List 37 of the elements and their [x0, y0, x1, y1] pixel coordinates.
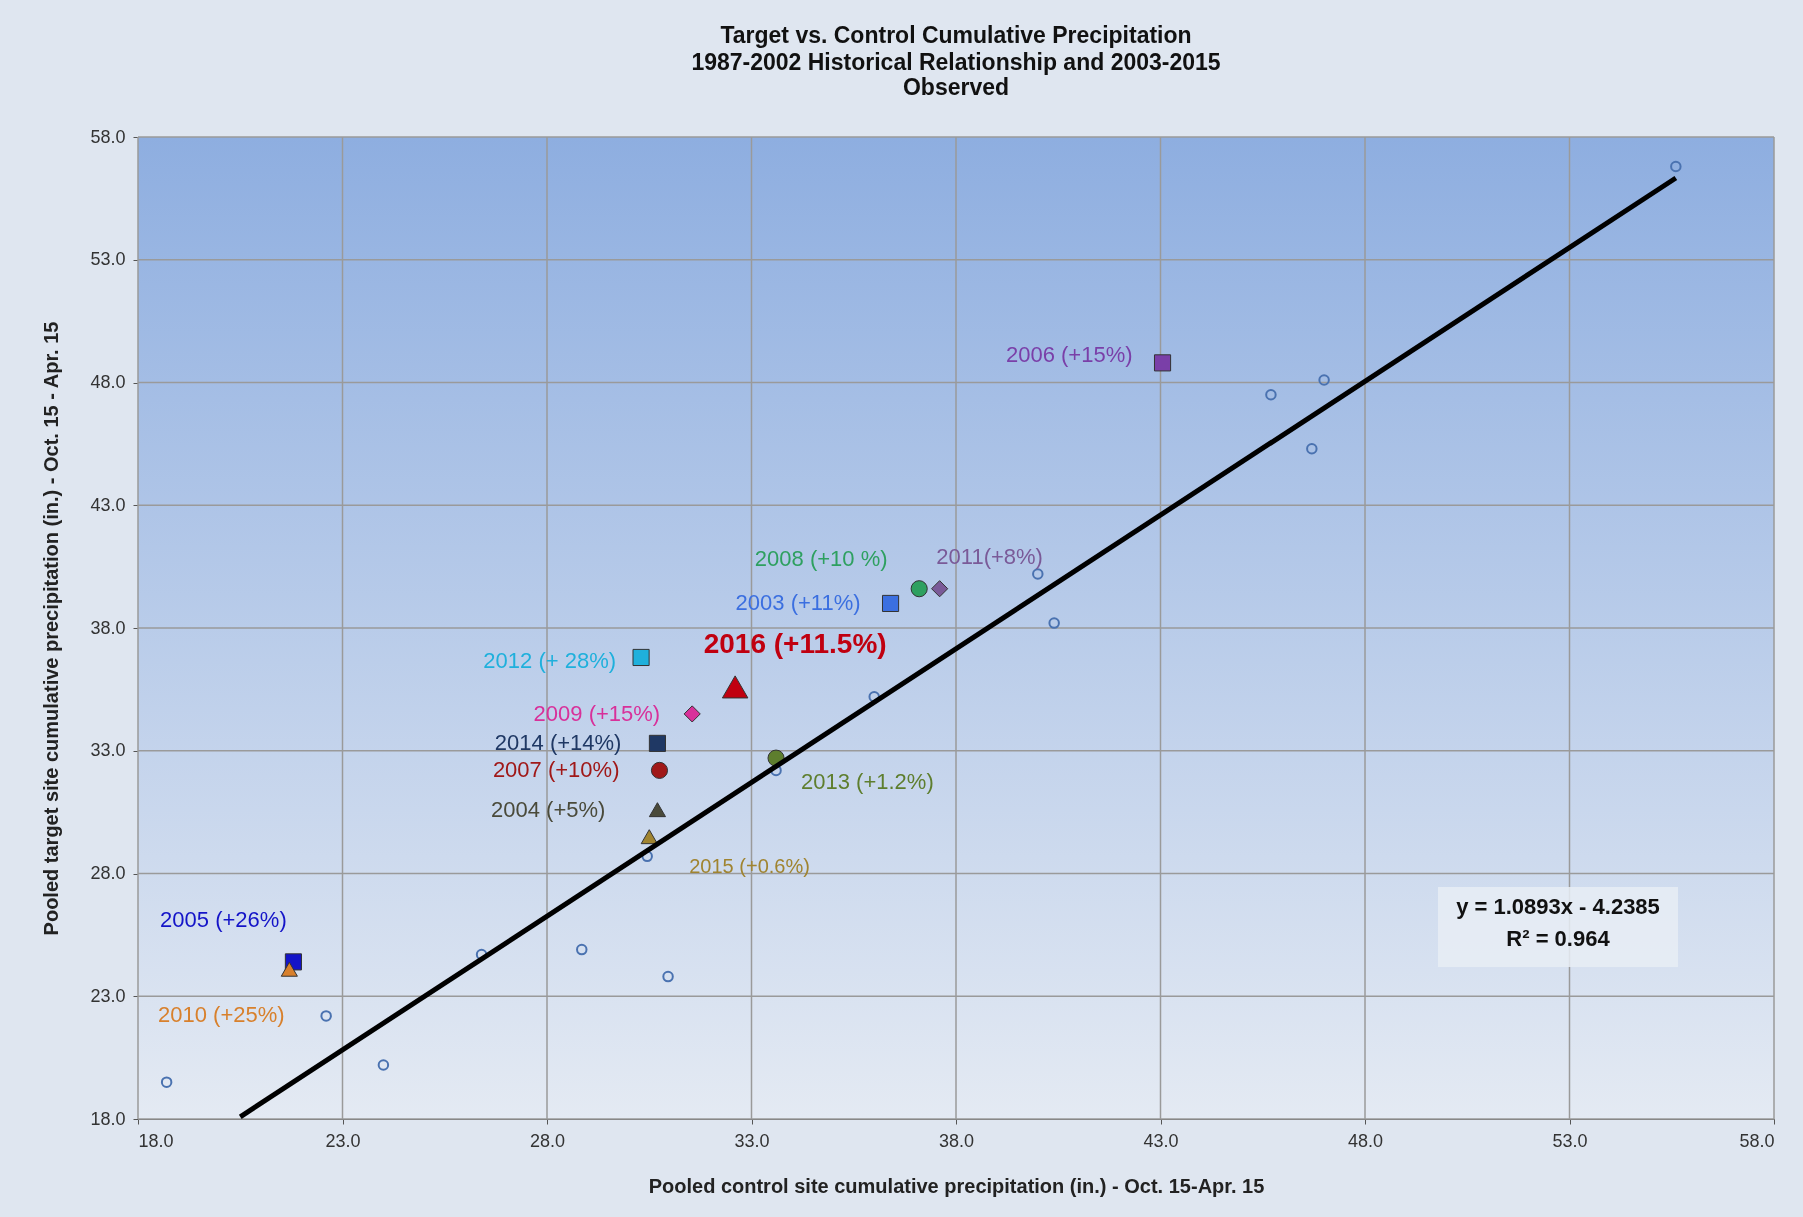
series-label: 2005 (+26%) [160, 906, 287, 932]
y-tick-label: 48.0 [90, 372, 126, 392]
chart-title: Target vs. Control Cumulative Precipitation [720, 22, 1192, 48]
series-label: 2014 (+14%) [494, 730, 622, 756]
series-label: 2009 (+15%) [533, 700, 661, 726]
y-tick-label: 53.0 [90, 249, 126, 270]
x-tick-label: 53.0 [1552, 1130, 1588, 1151]
series-label: 2015 (+0.6%) [689, 854, 810, 877]
y-tick-label: 43.0 [90, 494, 126, 515]
y-axis-title: Pooled target site cumulative precipitation (in.) - Oct. 15 - Apr. 15 [40, 321, 63, 936]
series-label: 2006 (+15%) [1005, 341, 1133, 367]
series-label: 2007 (+10%) [492, 757, 620, 783]
series-label: 2008 (+10 %) [754, 545, 888, 571]
y-tick-label: 18.0 [90, 1108, 126, 1129]
y-tick-label: 38.0 [90, 617, 126, 638]
annotation: y = 1.0893x - 4.2385 [1456, 894, 1660, 919]
y-tick-label: 23.0 [90, 985, 126, 1006]
y-tick-label: 33.0 [90, 740, 126, 761]
series-label: 2012 (+ 28%) [483, 648, 617, 674]
series-label: 2010 (+25%) [158, 1002, 285, 1028]
x-tick-label: 43.0 [1143, 1130, 1179, 1151]
x-tick-label: 18.0 [138, 1130, 174, 1151]
chart-subtitle: 1987-2002 Historical Relationship and 2003-2015 Observed [691, 49, 1221, 100]
x-tick-label: 48.0 [1347, 1130, 1384, 1151]
x-tick-label: 33.0 [734, 1130, 770, 1151]
x-tick-label: 23.0 [325, 1130, 361, 1151]
annotation: R² = 0.964 [1506, 926, 1611, 951]
series-label: 2013 (+1.2%) [801, 769, 934, 795]
x-tick-label: 28.0 [529, 1130, 566, 1151]
series-label: 2016 (+11.5%) [703, 627, 887, 659]
x-tick-label: 58.0 [1739, 1130, 1775, 1151]
y-tick-label: 28.0 [90, 863, 126, 883]
series-label: 2011(+8%) [936, 543, 1043, 569]
x-tick-label: 38.0 [938, 1130, 975, 1151]
x-axis-title: Pooled control site cumulative precipitation (in.) - Oct. 15-Apr. 15 [648, 1174, 1265, 1197]
text: 2004 (+5%) [491, 796, 606, 822]
y-tick-label: 58.0 [90, 126, 126, 147]
